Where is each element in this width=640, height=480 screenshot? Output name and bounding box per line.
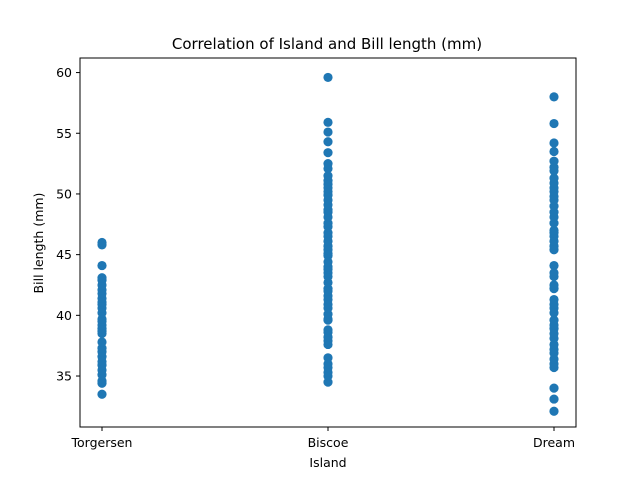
x-tick-label-biscoe: Biscoe (308, 435, 349, 450)
point-biscoe-49 (323, 137, 333, 147)
point-biscoe-50 (323, 127, 333, 137)
y-tick-label-60: 60 (56, 65, 72, 80)
y-tick-label-35: 35 (56, 369, 72, 384)
point-biscoe-5 (323, 353, 333, 363)
point-dream-19 (549, 280, 559, 290)
point-dream-1 (549, 394, 559, 404)
point-dream-17 (549, 294, 559, 305)
point-dream-21 (549, 268, 559, 278)
point-biscoe-10 (323, 325, 333, 335)
y-tick-label-45: 45 (56, 247, 72, 262)
y-axis-label: Bill length (mm) (31, 193, 46, 294)
point-dream-45 (549, 92, 559, 102)
point-dream-13 (549, 315, 559, 325)
point-biscoe-45 (323, 171, 333, 181)
x-tick-label-torgersen: Torgersen (71, 435, 133, 450)
x-tick-label-dream: Dream (533, 435, 575, 450)
y-tick-label-40: 40 (56, 308, 72, 323)
point-torgersen-29 (97, 237, 107, 248)
point-dream-0 (549, 406, 559, 416)
point-dream-38 (549, 173, 559, 183)
point-torgersen-26 (97, 273, 107, 283)
chart-title: Correlation of Island and Bill length (m… (172, 35, 482, 53)
point-biscoe-47 (323, 159, 333, 169)
point-dream-43 (549, 138, 559, 148)
point-torgersen-10 (97, 337, 107, 347)
point-dream-41 (549, 156, 559, 166)
point-dream-42 (549, 146, 559, 157)
point-torgersen-27 (97, 260, 107, 271)
point-dream-44 (549, 118, 559, 129)
ticks-layer: Torgersen Biscoe Dream 35 40 45 50 55 60 (56, 65, 575, 450)
y-tick-label-50: 50 (56, 186, 72, 201)
point-biscoe-52 (323, 72, 333, 83)
point-dream-22 (549, 260, 559, 271)
point-torgersen-0 (97, 389, 107, 399)
point-dream-28 (549, 225, 559, 235)
x-axis-label: Island (309, 455, 346, 470)
point-biscoe-48 (323, 148, 333, 158)
points-layer (97, 72, 559, 416)
y-tick-label-55: 55 (56, 126, 72, 141)
point-dream-2 (549, 383, 559, 393)
point-biscoe-51 (323, 117, 333, 127)
